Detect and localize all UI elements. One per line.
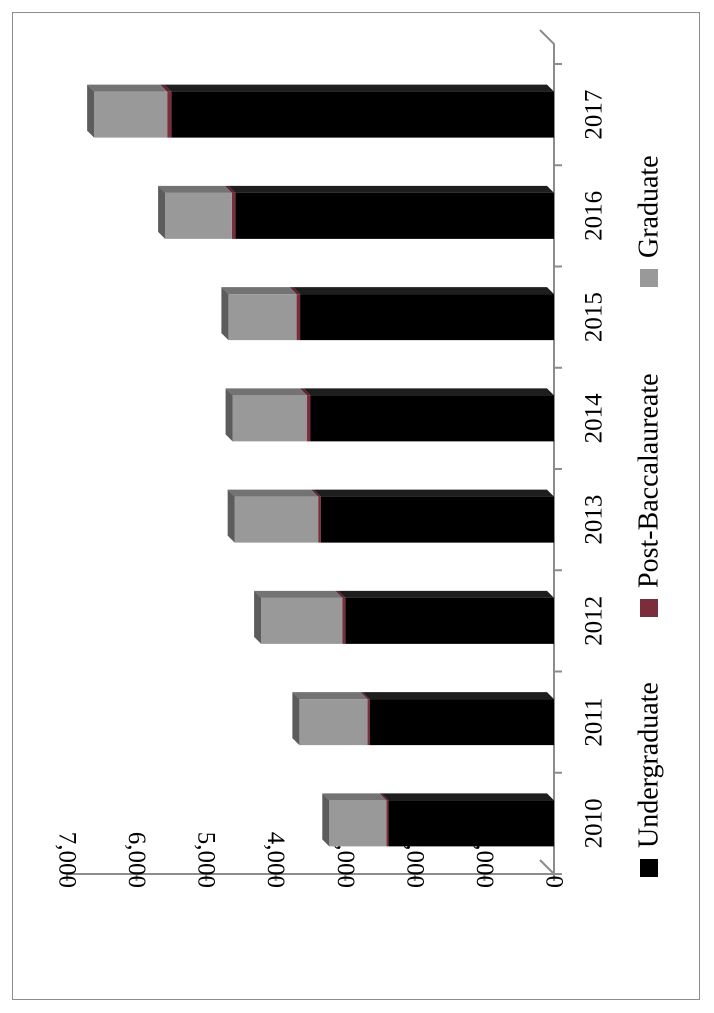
value-tick-label: 5,000 xyxy=(193,832,220,888)
bar-segment xyxy=(94,91,168,138)
bar-depth-face xyxy=(338,590,554,598)
bar-segment xyxy=(232,395,308,442)
bar-depth-face xyxy=(322,793,387,801)
bar-segment xyxy=(329,800,387,847)
bar-depth-face xyxy=(303,388,554,396)
bar-depth-face xyxy=(289,287,301,295)
bar-cap-face xyxy=(254,590,262,644)
category-axis-line xyxy=(539,29,555,874)
value-tick-label: 6,000 xyxy=(123,832,150,888)
bar-segment xyxy=(342,597,346,644)
bar-depth-face xyxy=(160,84,172,92)
bar-segment xyxy=(235,192,554,239)
bar-segment xyxy=(228,294,297,341)
bar-depth-face xyxy=(224,185,236,193)
bar-segment xyxy=(167,91,172,138)
bar-segment xyxy=(234,496,319,543)
bar-depth-face xyxy=(227,489,319,497)
legend-swatch xyxy=(640,599,658,617)
value-tick-label: 0 xyxy=(541,876,568,889)
bar-segment xyxy=(388,800,554,847)
category-axis: 2010 2011 2012 2013 2014 2015 2016 2017 xyxy=(539,29,608,875)
bar-segment xyxy=(231,192,236,239)
bar-segment xyxy=(300,294,554,341)
bar-depth-face xyxy=(164,84,554,92)
category-tick-label: 2016 xyxy=(581,191,608,241)
bar-segment xyxy=(307,395,311,442)
value-tick-label: 7,000 xyxy=(54,832,81,888)
bar-cap-face xyxy=(322,793,330,847)
bar-segment xyxy=(369,699,554,746)
bar-depth-face xyxy=(225,388,308,396)
bar-depth-face xyxy=(379,793,389,801)
bar-cap-face xyxy=(227,489,235,543)
bar-depth-face xyxy=(311,489,321,497)
category-tick-label: 2017 xyxy=(581,90,608,140)
bar-depth-face xyxy=(158,185,232,193)
legend-label: Graduate xyxy=(634,155,665,258)
bar-segment xyxy=(171,91,554,138)
bar-segment xyxy=(299,699,368,746)
bar-depth-face xyxy=(313,489,554,497)
category-tick-label: 2013 xyxy=(581,495,608,545)
legend: Undergraduate Post-Baccalaureate Graduate xyxy=(634,155,665,877)
bar-depth-face xyxy=(293,287,554,295)
bar-depth-face xyxy=(362,692,554,700)
bar-depth-face xyxy=(360,692,370,700)
bar-segment xyxy=(345,597,554,644)
bar-segment xyxy=(367,699,370,746)
bar-segment xyxy=(165,192,232,239)
bars xyxy=(87,84,554,847)
bar-cap-face xyxy=(87,84,95,138)
category-axis-depth xyxy=(539,859,555,875)
bar-depth-face xyxy=(87,84,168,92)
legend-label: Undergraduate xyxy=(634,682,665,848)
bar-segment xyxy=(318,496,321,543)
bar-segment xyxy=(296,294,301,341)
bar-depth-face xyxy=(292,692,368,700)
bar-segment xyxy=(261,597,343,644)
bar-depth-face xyxy=(254,590,343,598)
legend-label: Post-Baccalaureate xyxy=(634,373,665,588)
legend-swatch xyxy=(640,859,658,877)
category-tick-label: 2015 xyxy=(581,292,608,342)
bar-depth-face xyxy=(228,185,554,193)
bar-depth-face xyxy=(300,388,311,396)
bar-depth-face xyxy=(381,793,554,801)
category-tick-label: 2011 xyxy=(581,698,608,747)
bar-depth-face xyxy=(335,590,346,598)
value-tick-label: 4,000 xyxy=(262,832,289,888)
bar-cap-face xyxy=(292,692,300,746)
category-tick-label: 2012 xyxy=(581,596,608,646)
bar-cap-face xyxy=(221,287,229,341)
bar-cap-face xyxy=(225,388,233,442)
bar-segment xyxy=(320,496,554,543)
bar-segment xyxy=(310,395,554,442)
legend-swatch xyxy=(640,269,658,287)
bar-cap-face xyxy=(158,185,166,239)
bar-segment xyxy=(386,800,389,847)
category-tick-label: 2010 xyxy=(581,798,608,848)
bar-depth-face xyxy=(221,287,297,295)
category-tick-label: 2014 xyxy=(581,393,608,444)
